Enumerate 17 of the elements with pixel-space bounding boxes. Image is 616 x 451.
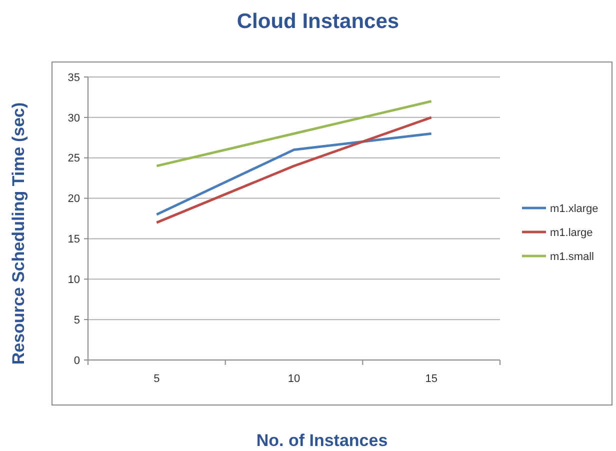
y-axis-title: Resource Scheduling Time (sec) (9, 102, 28, 365)
y-tick-label: 30 (68, 112, 80, 124)
y-tick-label: 10 (68, 274, 80, 286)
y-tick-label: 20 (68, 193, 80, 206)
legend-label: m1.xlarge (550, 202, 598, 215)
y-tick-label: 5 (74, 314, 80, 326)
x-tick-label: 10 (288, 373, 300, 385)
y-tick-label: 25 (68, 152, 80, 165)
x-tick-label: 5 (154, 373, 160, 385)
y-tick-label: 0 (74, 354, 80, 367)
x-axis-title: No. of Instances (256, 431, 388, 450)
x-tick-label: 15 (425, 373, 438, 385)
y-tick-label: 15 (68, 234, 80, 246)
chart-title: Cloud Instances (236, 10, 400, 33)
y-tick-label: 35 (68, 72, 80, 84)
legend-label: m1.large (550, 226, 593, 239)
legend-label: m1.small (550, 250, 594, 263)
